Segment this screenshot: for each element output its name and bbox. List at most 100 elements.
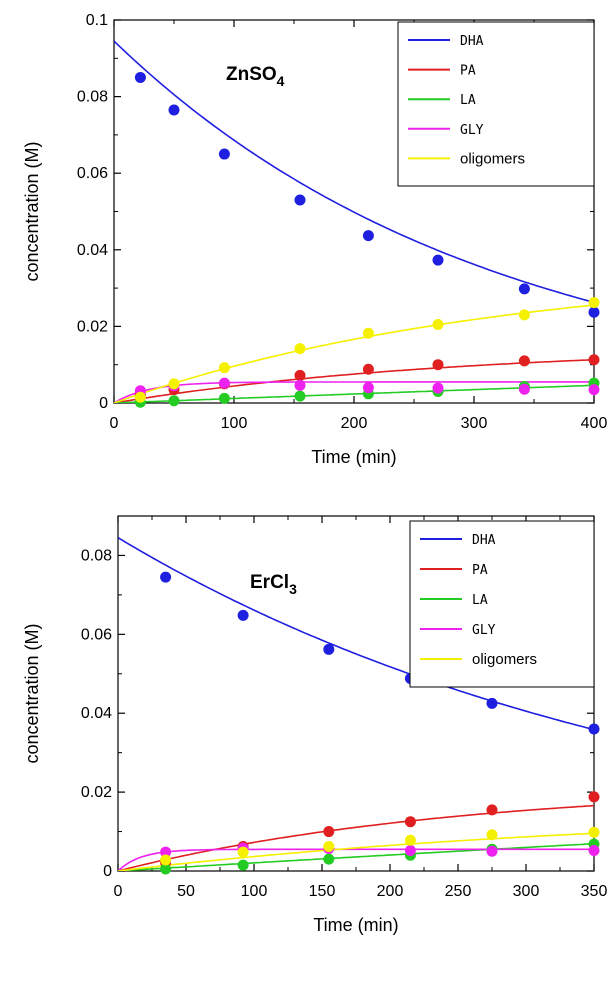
point-oligomers <box>362 327 374 339</box>
legend-label-la: LA <box>472 593 488 608</box>
fit-line-dha <box>114 40 594 304</box>
point-oligomers <box>168 378 180 390</box>
point-oligomers <box>486 829 498 841</box>
y-tick-label: 0.04 <box>77 242 108 259</box>
point-pa <box>294 369 306 381</box>
x-tick-label: 300 <box>513 883 540 900</box>
legend-label-pa: PA <box>460 64 476 79</box>
x-axis-title: Time (min) <box>311 447 396 467</box>
catalyst-subscript: 3 <box>289 581 297 597</box>
catalyst-subscript: 4 <box>277 73 285 89</box>
point-pa <box>362 363 374 375</box>
x-tick-label: 100 <box>241 883 268 900</box>
x-tick-label: 0 <box>110 415 119 432</box>
x-axis-title: Time (min) <box>313 915 398 935</box>
point-pa <box>588 791 600 803</box>
legend: DHA PA LA GLY oligomers <box>397 21 595 187</box>
fit-line-dha <box>118 537 594 731</box>
x-tick-label: 400 <box>581 415 608 432</box>
y-tick-label: 0.02 <box>81 784 112 801</box>
fit-line-la <box>118 842 594 871</box>
point-oligomers <box>588 297 600 309</box>
fit-line-oligomers <box>118 832 594 871</box>
y-tick-label: 0.08 <box>81 547 112 564</box>
y-tick-label: 0.04 <box>81 705 112 722</box>
y-axis-title: concentration (M) <box>22 141 42 281</box>
catalyst-label: ZnSO4 <box>226 64 285 89</box>
point-gly <box>218 377 230 389</box>
fit-line-la <box>114 384 594 403</box>
x-tick-label: 50 <box>177 883 195 900</box>
point-oligomers <box>237 846 249 858</box>
point-dha <box>588 306 600 318</box>
x-tick-label: 150 <box>309 883 336 900</box>
x-tick-label: 300 <box>461 415 488 432</box>
y-tick-label: 0 <box>99 395 108 412</box>
point-gly <box>588 844 600 856</box>
legend-label-oligomers: oligomers <box>472 651 537 668</box>
point-gly <box>432 382 444 394</box>
fit-line-oligomers <box>114 304 594 403</box>
point-dha <box>362 230 374 242</box>
point-dha <box>168 104 180 116</box>
point-oligomers <box>588 826 600 838</box>
point-la <box>237 859 249 871</box>
legend-label-gly: GLY <box>472 623 496 638</box>
legend: DHA PA LA GLY oligomers <box>409 520 595 688</box>
y-tick-label: 0.02 <box>77 318 108 335</box>
point-la <box>294 390 306 402</box>
legend-label-la: LA <box>460 93 476 108</box>
point-gly <box>362 382 374 394</box>
point-pa <box>588 354 600 366</box>
point-gly <box>404 844 416 856</box>
point-gly <box>160 846 172 858</box>
point-oligomers <box>404 834 416 846</box>
y-tick-label: 0.06 <box>81 626 112 643</box>
legend-label-dha: DHA <box>460 34 484 49</box>
legend-label-pa: PA <box>472 563 488 578</box>
point-dha <box>323 643 335 655</box>
point-dha <box>432 254 444 266</box>
x-tick-label: 100 <box>221 415 248 432</box>
legend-label-gly: GLY <box>460 123 484 138</box>
x-tick-label: 350 <box>581 883 608 900</box>
point-pa <box>486 804 498 816</box>
point-dha <box>588 723 600 735</box>
point-oligomers <box>518 309 530 321</box>
point-dha <box>294 194 306 206</box>
fit-line-pa <box>118 804 594 871</box>
point-oligomers <box>323 841 335 853</box>
point-la <box>168 395 180 407</box>
y-tick-label: 0 <box>103 863 112 880</box>
point-la <box>160 863 172 875</box>
y-axis-title: concentration (M) <box>22 623 42 763</box>
point-dha <box>486 697 498 709</box>
fit-line-pa <box>114 358 594 403</box>
fit-line-gly <box>114 381 594 403</box>
x-tick-label: 200 <box>377 883 404 900</box>
point-gly <box>588 384 600 396</box>
y-tick-label: 0.1 <box>86 12 108 29</box>
point-pa <box>404 816 416 828</box>
point-dha <box>237 609 249 621</box>
y-tick-label: 0.06 <box>77 165 108 182</box>
point-oligomers <box>160 854 172 866</box>
point-oligomers <box>432 318 444 330</box>
point-oligomers <box>218 362 230 374</box>
legend-label-oligomers: oligomers <box>460 150 525 167</box>
point-gly <box>518 383 530 395</box>
point-oligomers <box>134 391 146 403</box>
point-dha <box>518 283 530 295</box>
y-tick-label: 0.08 <box>77 89 108 106</box>
point-oligomers <box>294 343 306 355</box>
point-gly <box>294 379 306 391</box>
point-gly <box>486 845 498 857</box>
point-pa <box>323 826 335 838</box>
point-dha <box>160 571 172 583</box>
x-tick-label: 200 <box>341 415 368 432</box>
point-dha <box>134 71 146 83</box>
fit-line-gly <box>118 848 594 871</box>
chart-2: 0 0.02 0.04 0.06 0.08 0 50 100 150 200 250 300 350 Ti… <box>22 515 608 935</box>
point-pa <box>518 355 530 367</box>
